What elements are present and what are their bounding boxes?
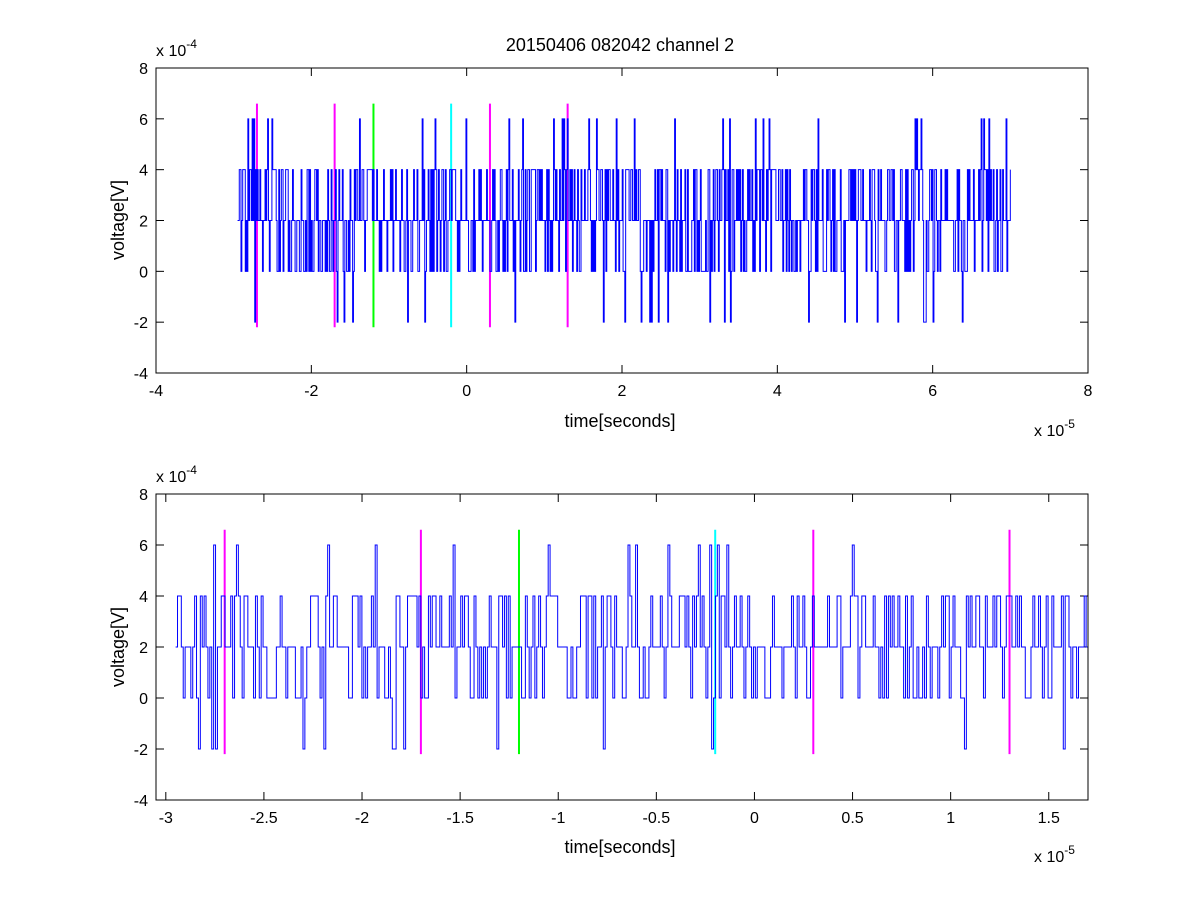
top-y-exponent-base: x 10	[156, 43, 186, 60]
x-tick-label: 2	[618, 383, 627, 400]
voltage-trace	[175, 544, 1088, 750]
x-tick-label: 1	[946, 810, 955, 827]
top-plot-series	[237, 118, 1011, 323]
bottom-x-exponent-power: -5	[1064, 843, 1075, 857]
x-tick-label: 0.5	[841, 810, 863, 827]
x-tick-label: 6	[928, 383, 937, 400]
y-tick-label: 6	[139, 112, 148, 129]
x-tick-label: -3	[159, 810, 173, 827]
top-plot: 20150406 082042 channel 2 -4 -2 0 2 4 6 8 -4 -2 0…	[108, 35, 1093, 440]
y-tick-label: 6	[139, 538, 148, 555]
top-x-exponent-power: -5	[1064, 417, 1075, 431]
y-tick-label: -4	[134, 366, 148, 383]
y-tick-label: 4	[139, 163, 148, 180]
top-y-exponent: x 10-4	[156, 37, 197, 60]
x-tick-label: 1.5	[1038, 810, 1060, 827]
top-plot-markers	[255, 103, 569, 328]
top-xlabel: time[seconds]	[564, 411, 675, 431]
top-x-exponent-base: x 10	[1034, 423, 1064, 440]
bottom-x-exponent-base: x 10	[1034, 849, 1064, 866]
top-plot-ticks: -4 -2 0 2 4 6 8 -4 -2 0 2 4 6 8	[134, 61, 1093, 400]
top-y-exponent-power: -4	[186, 37, 197, 51]
chart-title: 20150406 082042 channel 2	[506, 35, 734, 55]
y-tick-label: -4	[134, 793, 148, 810]
bottom-xlabel: time[seconds]	[564, 837, 675, 857]
top-ylabel: voltage[V]	[108, 180, 128, 260]
y-tick-label: -2	[134, 742, 148, 759]
bottom-plot: -3 -2.5 -2 -1.5 -1 -0.5 0 0.5 1 1.5 -4 -2 0 2 4 6 8 time…	[108, 463, 1089, 866]
x-tick-label: -1	[551, 810, 565, 827]
top-x-exponent: x 10-5	[1034, 417, 1075, 440]
top-plot-axes	[155, 67, 1089, 374]
y-tick-label: 0	[139, 691, 148, 708]
bottom-y-exponent-power: -4	[186, 463, 197, 477]
bottom-plot-axes	[155, 493, 1089, 801]
x-tick-label: -2	[355, 810, 369, 827]
bottom-y-exponent-base: x 10	[156, 469, 186, 486]
bottom-y-exponent: x 10-4	[156, 463, 197, 486]
bottom-plot-ticks: -3 -2.5 -2 -1.5 -1 -0.5 0 0.5 1 1.5 -4 -2 0 2 4 6 8	[134, 487, 1088, 827]
x-tick-label: 0	[462, 383, 471, 400]
y-tick-label: 8	[139, 487, 148, 504]
y-tick-label: 8	[139, 61, 148, 78]
x-tick-label: 4	[773, 383, 782, 400]
y-tick-label: 2	[139, 640, 148, 657]
x-tick-label: 8	[1084, 383, 1093, 400]
x-tick-label: 0	[750, 810, 759, 827]
y-tick-label: 4	[139, 589, 148, 606]
y-tick-label: 2	[139, 214, 148, 231]
x-tick-label: -2.5	[250, 810, 278, 827]
x-tick-label: -1.5	[446, 810, 474, 827]
y-tick-label: -2	[134, 315, 148, 332]
voltage-trace	[237, 118, 1011, 323]
bottom-x-exponent: x 10-5	[1034, 843, 1075, 866]
x-tick-label: -0.5	[643, 810, 671, 827]
y-tick-label: 0	[139, 264, 148, 281]
bottom-plot-series	[175, 544, 1088, 750]
x-tick-label: -2	[304, 383, 318, 400]
x-tick-label: -4	[149, 383, 163, 400]
bottom-ylabel: voltage[V]	[108, 607, 128, 687]
